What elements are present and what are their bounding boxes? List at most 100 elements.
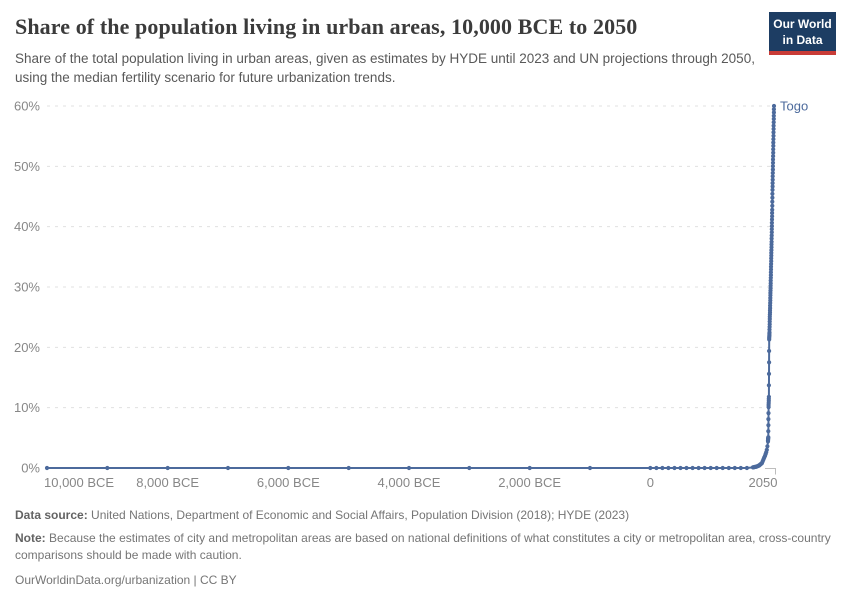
data-point[interactable] [765,444,770,449]
data-point[interactable] [771,140,776,146]
data-point[interactable] [770,171,775,176]
data-point[interactable] [770,208,775,213]
data-point[interactable] [660,466,665,471]
data-point[interactable] [648,466,653,471]
data-point[interactable] [764,448,769,453]
data-point[interactable] [771,120,776,125]
plot-svg[interactable]: 0% 10% 20% 30% 40% 50% 60% 10,000 BCE 8,000 BCE 6… [0,89,850,501]
series-points-togo[interactable] [44,104,777,471]
data-source-label: Data source: [15,508,88,523]
data-point[interactable] [771,147,776,152]
data-point[interactable] [769,236,774,242]
data-point[interactable] [766,411,771,416]
data-point[interactable] [726,466,731,471]
data-point[interactable] [771,127,776,132]
note-line: Note: Because the estimates of city and … [15,530,835,564]
data-point[interactable] [105,466,110,471]
page-title: Share of the population living in urban … [15,14,638,39]
data-point[interactable] [770,184,775,189]
x-tick-label: 6,000 BCE [257,475,320,490]
y-tick-label: 40% [14,219,40,234]
entity-label-togo[interactable]: Togo [780,99,808,114]
data-point[interactable] [769,221,775,226]
data-point[interactable] [770,204,775,209]
owid-logo[interactable]: Our World in Data [769,12,836,56]
data-point[interactable] [771,130,776,135]
data-point[interactable] [770,167,776,173]
data-point[interactable] [744,466,750,471]
license-link[interactable]: OurWorldinData.org/urbanization [15,572,191,587]
data-point[interactable] [346,466,351,471]
data-point[interactable] [771,154,776,159]
data-point[interactable] [770,174,775,179]
data-point[interactable] [766,435,771,440]
data-point[interactable] [678,466,683,471]
data-point[interactable] [769,230,774,235]
data-point[interactable] [654,466,659,471]
data-point[interactable] [771,150,776,156]
data-point[interactable] [708,466,713,471]
data-point[interactable] [696,466,701,471]
data-point[interactable] [587,466,593,471]
data-point[interactable] [165,466,170,471]
owid-logo-line2: in Data [782,32,823,47]
data-point[interactable] [766,372,772,377]
data-point[interactable] [770,192,775,197]
data-point[interactable] [766,395,772,400]
chart-footer: Data source: United Nations, Department … [0,501,850,588]
data-point[interactable] [770,211,775,216]
data-point[interactable] [225,466,231,471]
data-point[interactable] [771,104,777,109]
data-point[interactable] [770,199,775,205]
data-point[interactable] [732,466,737,471]
data-point[interactable] [769,224,775,229]
data-point[interactable] [771,134,776,139]
data-point[interactable] [770,161,776,166]
data-point[interactable] [714,466,719,471]
data-point[interactable] [770,177,775,183]
chart-subtitle: Share of the total population living in … [15,51,755,86]
license-cc-link[interactable]: CC BY [200,572,237,587]
data-point[interactable] [771,114,776,119]
data-point[interactable] [769,227,774,232]
data-point[interactable] [771,110,777,115]
y-tick-label: 20% [14,340,40,355]
data-point[interactable] [766,383,772,388]
data-point[interactable] [771,137,776,142]
data-point[interactable] [770,214,775,219]
data-point[interactable] [769,217,775,222]
y-tick-label: 0% [21,461,40,476]
data-point[interactable] [766,417,771,422]
chart-plot-area[interactable]: 0% 10% 20% 30% 40% 50% 60% 10,000 BCE 8,000 BCE 6… [0,89,850,501]
data-point[interactable] [767,360,772,365]
data-point[interactable] [771,117,776,122]
data-point[interactable] [770,195,775,201]
data-point[interactable] [766,429,771,434]
data-point[interactable] [767,349,772,354]
data-point[interactable] [738,466,743,471]
data-point[interactable] [770,181,775,186]
data-point[interactable] [770,164,776,169]
data-point[interactable] [44,466,50,471]
data-point[interactable] [702,466,707,471]
data-point[interactable] [769,240,774,245]
data-point[interactable] [766,423,771,428]
data-point[interactable] [467,466,472,471]
owid-logo-line1: Our World [773,17,832,31]
data-point[interactable] [771,144,776,149]
y-tick-label: 30% [14,280,40,295]
data-point[interactable] [690,466,695,471]
data-point[interactable] [769,233,774,238]
data-point[interactable] [527,466,532,471]
data-point[interactable] [770,157,776,162]
data-point[interactable] [771,123,776,129]
data-point[interactable] [286,466,291,471]
data-point[interactable] [771,107,777,112]
data-point[interactable] [770,188,775,193]
data-point[interactable] [720,466,725,471]
data-point[interactable] [406,466,412,471]
data-point[interactable] [684,466,689,471]
data-point[interactable] [666,466,671,471]
data-point[interactable] [672,466,677,471]
x-tick-label: 2050 [749,475,778,490]
